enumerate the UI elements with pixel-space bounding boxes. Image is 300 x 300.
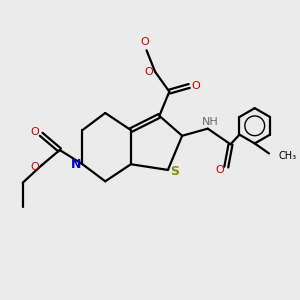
Text: O: O: [145, 67, 153, 77]
Text: O: O: [31, 127, 39, 137]
Text: NH: NH: [202, 117, 218, 128]
Text: O: O: [140, 38, 148, 47]
Text: CH₃: CH₃: [278, 151, 296, 161]
Text: O: O: [31, 162, 39, 172]
Text: O: O: [191, 81, 200, 91]
Text: N: N: [71, 158, 81, 171]
Text: S: S: [170, 165, 179, 178]
Text: O: O: [216, 166, 224, 176]
